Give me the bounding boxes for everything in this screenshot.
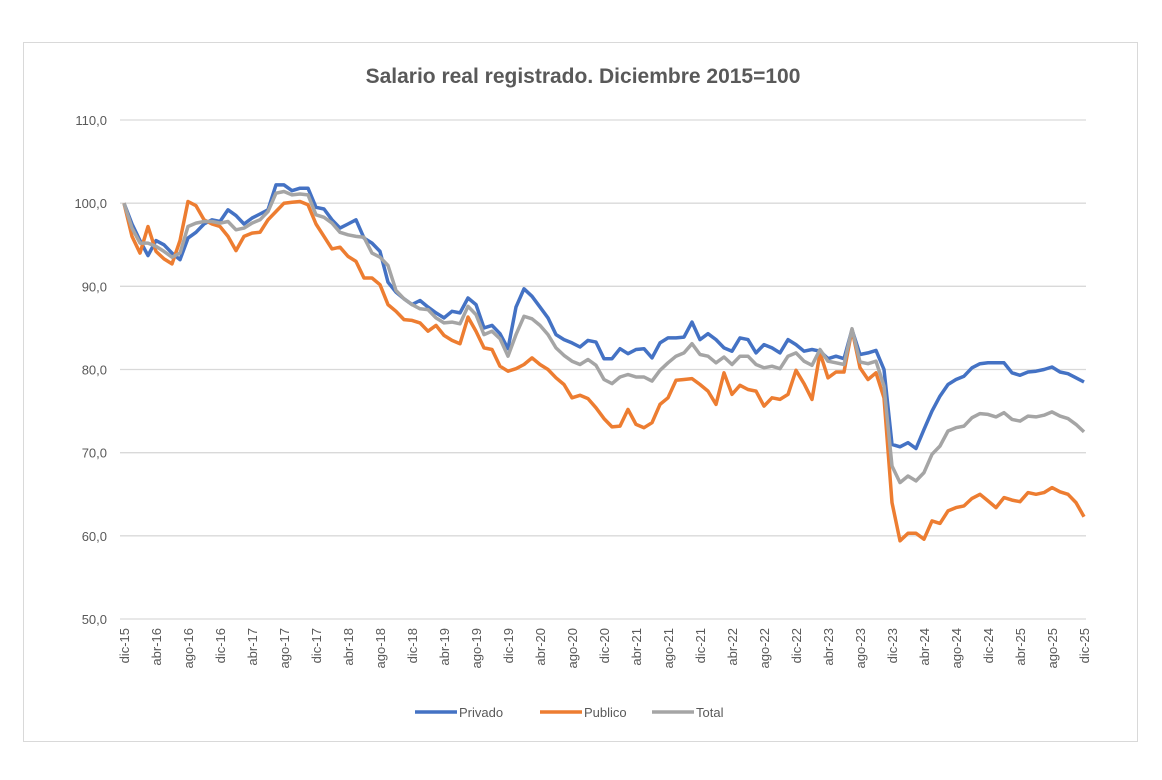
x-tick-label: ago-25 [1045,628,1060,668]
x-tick-label: abr-21 [629,628,644,666]
x-tick-label: abr-16 [149,628,164,666]
legend-label-publico: Publico [584,705,627,720]
chart-frame [23,42,1138,742]
y-tick-label: 70,0 [82,446,107,461]
series-line-publico [122,199,1086,543]
y-tick-label: 50,0 [82,612,107,627]
x-tick-label: dic-23 [885,628,900,663]
y-tick-label: 90,0 [82,279,107,294]
chart-title: Salario real registrado. Diciembre 2015=… [366,65,801,88]
x-tick-label: ago-19 [469,628,484,668]
x-tick-label: abr-22 [725,628,740,666]
x-tick-label: ago-24 [949,628,964,668]
x-tick-label: ago-18 [373,628,388,668]
x-tick-label: dic-21 [693,628,708,663]
x-tick-label: abr-19 [437,628,452,666]
x-tick-label: abr-18 [341,628,356,666]
x-tick-label: dic-25 [1077,628,1092,663]
x-tick-label: dic-15 [117,628,132,663]
y-tick-label: 110,0 [75,113,107,128]
x-tick-label: ago-17 [277,628,292,668]
y-tick-label: 100,0 [74,196,107,211]
x-tick-label: abr-20 [533,628,548,666]
x-tick-label: ago-23 [853,628,868,668]
x-tick-label: dic-16 [213,628,228,663]
x-tick-label: dic-18 [405,628,420,663]
x-tick-label: abr-23 [821,628,836,666]
x-tick-label: dic-24 [981,628,996,663]
series-line-privado [122,183,1085,451]
series-line-total [122,189,1086,485]
legend-label-total: Total [696,705,724,720]
y-tick-label: 60,0 [82,529,107,544]
y-tick-label: 80,0 [82,363,107,378]
x-tick-label: ago-16 [181,628,196,668]
x-tick-label: ago-21 [661,628,676,668]
x-tick-label: abr-25 [1013,628,1028,666]
x-tick-label: ago-20 [565,628,580,668]
legend-label-privado: Privado [459,705,503,720]
x-tick-label: dic-19 [501,628,516,663]
x-tick-label: dic-20 [597,628,612,663]
x-tick-label: abr-17 [245,628,260,666]
x-tick-label: dic-17 [309,628,324,663]
x-tick-label: dic-22 [789,628,804,663]
x-tick-label: abr-24 [917,628,932,666]
x-tick-label: ago-22 [757,628,772,668]
